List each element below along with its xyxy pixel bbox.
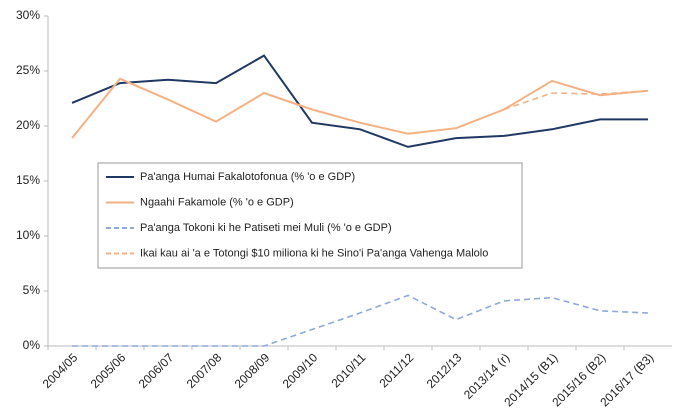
y-tick-label: 5% [23, 283, 41, 297]
x-tick-label: 2012/13 [424, 350, 465, 391]
line-series [71, 54, 648, 148]
y-tick-label: 15% [16, 173, 40, 187]
x-tick-label: 2009/10 [280, 350, 321, 391]
y-tick-label: 0% [23, 338, 41, 352]
x-tick-label: 2004/05 [40, 350, 81, 391]
y-tick-label: 25% [16, 63, 40, 77]
legend-label: Pa'anga Humai Fakalotofonua (% 'o e GDP) [140, 171, 355, 183]
x-tick-label: 2011/12 [376, 350, 416, 390]
legend-label: Ngaahi Fakamole (% 'o e GDP) [140, 196, 294, 208]
y-tick-label: 30% [16, 8, 40, 22]
legend-label: Pa'anga Tokoni ki he Patiseti mei Muli (… [140, 222, 392, 234]
legend-label: Ikai kau ai 'a e Totongi $10 miliona ki … [140, 247, 488, 259]
x-tick-label: 2005/06 [88, 350, 129, 391]
legend-box [97, 162, 523, 269]
y-tick-label: 10% [16, 228, 40, 242]
x-tick-label: 2010/11 [328, 350, 368, 390]
line-series [503, 90, 649, 111]
x-tick-label: 2006/07 [136, 350, 177, 391]
x-tick-label: 2007/08 [184, 350, 225, 391]
x-tick-label: 2008/09 [232, 350, 273, 391]
line-series [71, 77, 649, 139]
line-series [72, 294, 649, 347]
y-tick-label: 20% [16, 118, 40, 132]
x-tick-label: 2013/14 (r) [461, 350, 512, 401]
